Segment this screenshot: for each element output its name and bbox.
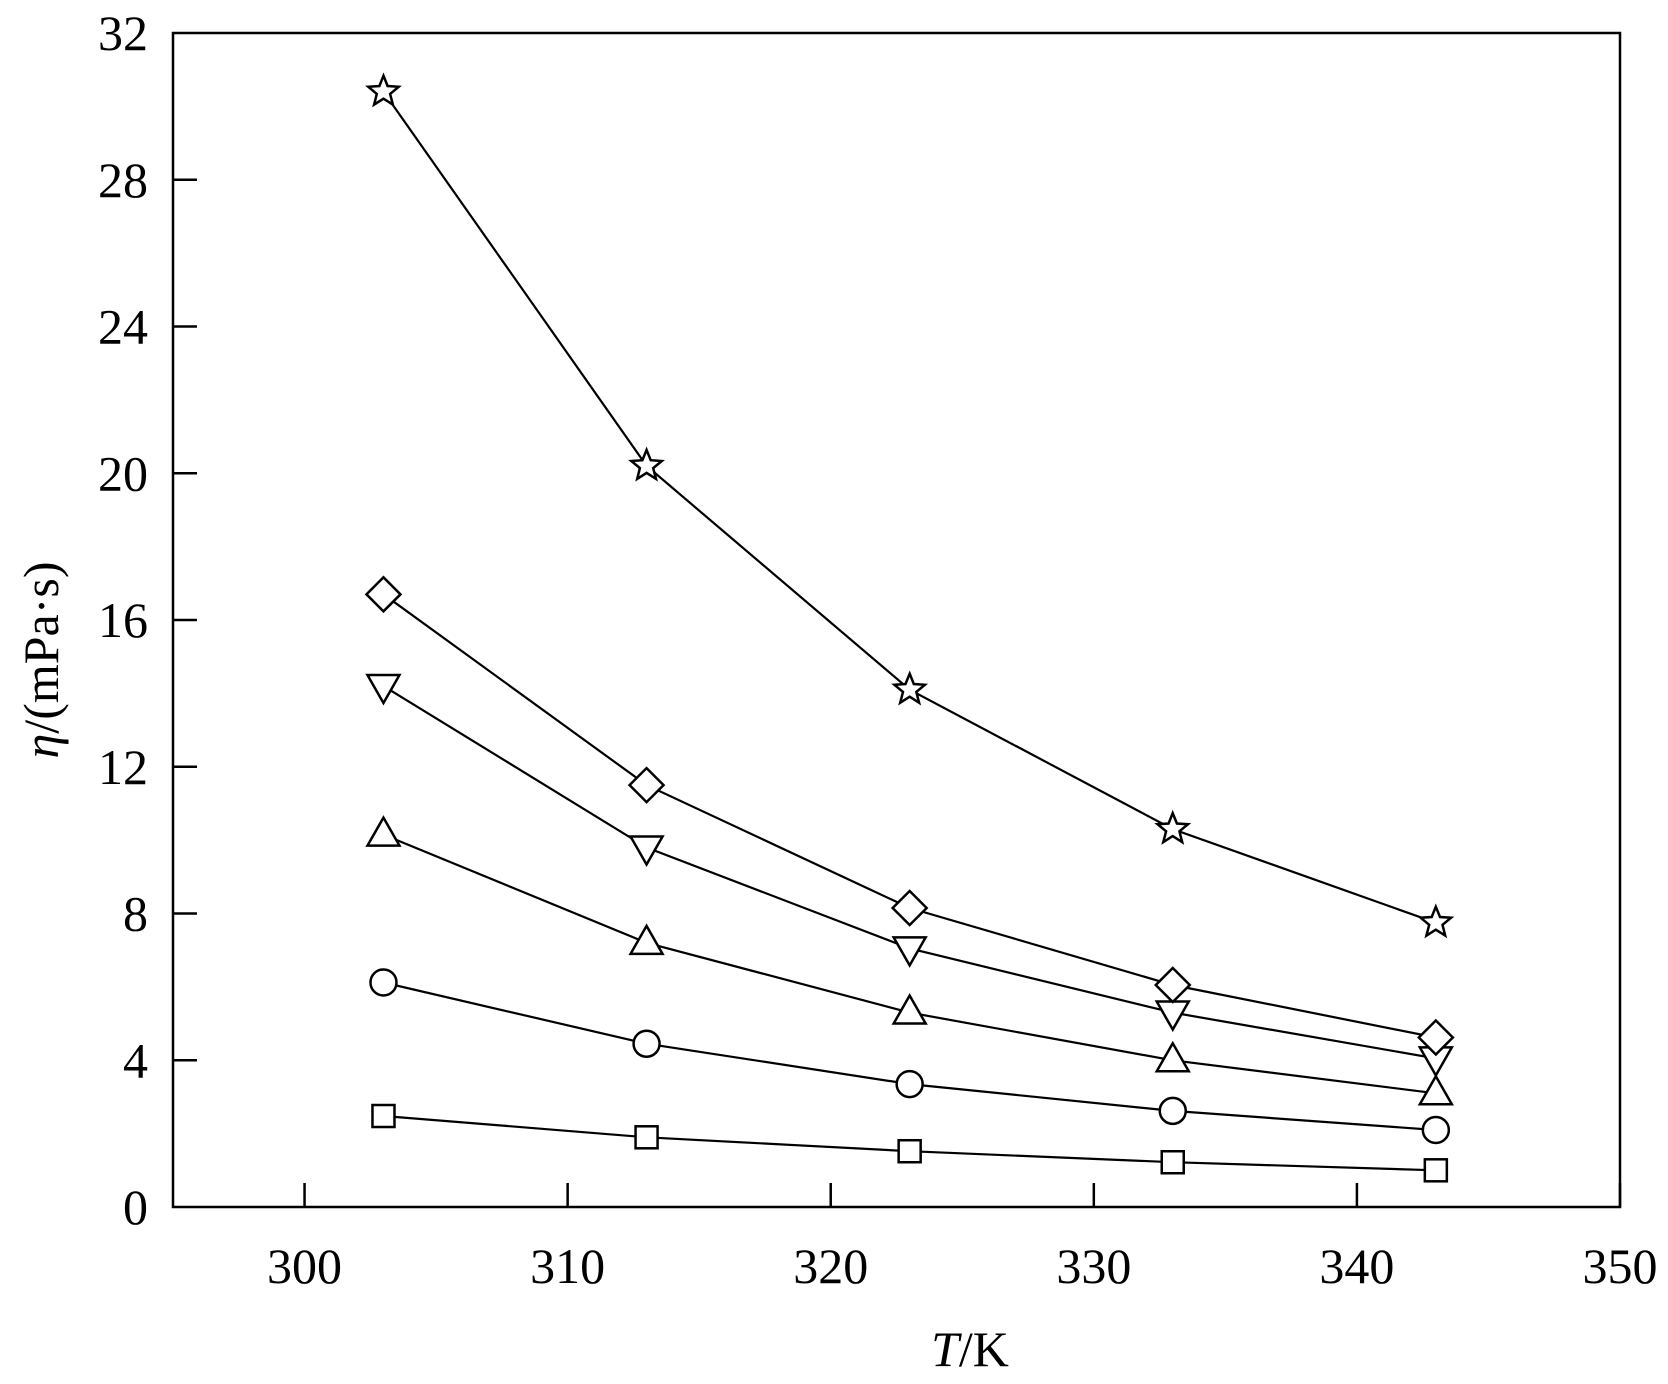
x-tick-label: 310 [530,1238,605,1294]
x-axis-ticks: 300 310 320 330 340 350 [267,1183,1658,1294]
x-tick-label: 330 [1056,1238,1131,1294]
triangle-up-marker [628,923,665,956]
circle-marker [369,968,398,997]
y-tick-label: 4 [123,1032,148,1088]
x-axis-title: T/K [931,1321,1009,1377]
star-marker [628,446,666,482]
diamond-marker [627,766,666,804]
star-marker [365,72,402,108]
y-axis-title: η/(mPa·s) [13,561,69,758]
series-layer [364,72,1455,1183]
square-marker [1423,1158,1449,1183]
circle-marker [895,1069,924,1099]
square-marker [897,1138,922,1164]
triangle-up-marker [1417,1073,1454,1106]
star-marker [891,670,929,706]
square-marker [371,1103,396,1129]
y-tick-label: 24 [98,299,148,355]
star-marker [1154,809,1192,845]
triangle-up-marker [365,815,402,847]
series-square [371,1103,1449,1183]
series-triangle-down [365,673,1454,1078]
square-marker [634,1125,659,1150]
series-star [365,72,1455,939]
triangle-down-marker [365,673,402,706]
x-tick-label: 350 [1583,1238,1658,1294]
x-tick-label: 300 [267,1238,342,1294]
circle-marker [1421,1115,1451,1145]
circle-marker [632,1029,661,1058]
square-marker [1160,1149,1185,1175]
triangle-down-marker [891,936,928,968]
series-triangle-up [365,815,1454,1106]
circle-marker [1158,1096,1187,1126]
series-line [382,593,1437,1039]
triangle-down-marker [628,835,665,867]
series-diamond [364,575,1455,1057]
star-marker [1417,903,1455,939]
diamond-marker [1153,966,1192,1004]
y-tick-label: 0 [123,1179,148,1235]
x-tick-label: 320 [793,1238,868,1294]
y-tick-label: 16 [98,592,148,648]
y-tick-label: 20 [98,445,148,501]
triangle-up-marker [891,993,928,1025]
diamond-marker [364,575,403,614]
series-line [382,91,1437,924]
x-tick-label: 340 [1319,1238,1394,1294]
y-tick-label: 28 [98,152,148,208]
y-tick-label: 8 [123,886,148,942]
diamond-marker [1417,1018,1455,1057]
y-tick-label: 12 [98,739,148,795]
triangle-up-marker [1154,1040,1191,1073]
y-axis-ticks: 0 4 8 12 16 20 24 28 32 [98,5,197,1235]
series-circle [369,968,1451,1145]
y-tick-label: 32 [98,5,148,61]
diamond-marker [890,889,929,927]
